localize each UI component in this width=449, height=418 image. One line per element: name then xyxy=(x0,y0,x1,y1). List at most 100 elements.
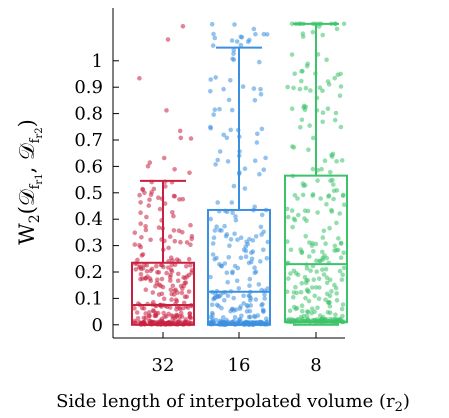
data-point xyxy=(169,291,174,297)
data-point xyxy=(293,271,299,276)
data-point xyxy=(306,298,312,304)
data-point xyxy=(231,295,236,301)
data-point xyxy=(179,290,185,296)
y-tick-label: 0.9 xyxy=(74,77,103,98)
data-point xyxy=(251,86,257,91)
data-point xyxy=(223,233,229,239)
data-point xyxy=(227,243,232,248)
data-point xyxy=(145,163,151,169)
data-point xyxy=(316,276,322,282)
data-point xyxy=(176,228,182,233)
data-point xyxy=(308,268,313,274)
data-point xyxy=(320,32,326,38)
data-point xyxy=(337,93,343,98)
data-point xyxy=(289,52,295,57)
data-point xyxy=(168,255,174,260)
data-point xyxy=(209,302,215,308)
data-point xyxy=(189,270,194,276)
data-point xyxy=(338,241,344,246)
y-tick-label: 0.7 xyxy=(74,130,103,151)
data-point xyxy=(337,211,343,216)
data-point xyxy=(331,196,336,202)
data-point xyxy=(335,72,341,78)
data-point xyxy=(212,228,218,233)
data-point xyxy=(310,29,316,35)
data-point xyxy=(252,158,258,163)
data-point xyxy=(186,256,192,262)
data-point xyxy=(332,248,337,253)
data-point xyxy=(313,241,319,247)
data-point xyxy=(298,124,303,130)
data-point xyxy=(141,315,147,321)
data-point xyxy=(323,297,328,303)
data-point xyxy=(187,311,193,317)
data-point xyxy=(314,258,319,264)
data-point xyxy=(288,247,294,253)
data-point xyxy=(144,214,149,220)
data-point xyxy=(336,236,341,241)
data-point xyxy=(208,216,213,222)
data-point xyxy=(247,308,253,314)
data-point xyxy=(159,276,165,282)
data-point xyxy=(211,235,217,240)
data-point xyxy=(186,289,192,294)
data-point xyxy=(329,209,335,214)
data-point xyxy=(261,167,267,172)
data-point xyxy=(251,26,257,32)
data-point xyxy=(145,274,150,279)
data-point xyxy=(225,159,231,164)
data-point xyxy=(221,132,226,138)
data-point xyxy=(226,254,231,260)
data-point xyxy=(291,295,296,300)
data-point xyxy=(217,318,223,324)
data-point xyxy=(258,259,263,264)
box-iqr xyxy=(131,261,195,326)
data-point xyxy=(326,300,332,305)
data-point xyxy=(254,131,260,137)
data-point xyxy=(168,272,173,278)
data-point xyxy=(320,267,325,272)
data-point xyxy=(248,314,253,320)
data-point xyxy=(225,293,231,299)
data-point xyxy=(303,295,308,301)
data-point xyxy=(334,298,340,303)
data-point xyxy=(208,319,214,325)
data-point xyxy=(257,171,262,177)
data-point xyxy=(168,287,174,293)
data-point xyxy=(252,265,257,271)
data-point xyxy=(341,250,347,255)
data-point xyxy=(167,234,173,239)
data-point xyxy=(222,261,228,266)
data-point xyxy=(338,84,344,89)
data-point xyxy=(222,297,227,303)
data-point xyxy=(146,318,152,323)
data-point xyxy=(338,124,344,130)
data-point xyxy=(290,224,295,230)
data-point xyxy=(333,285,339,291)
data-point xyxy=(322,253,327,258)
data-point xyxy=(148,237,153,243)
boxes-layer xyxy=(131,22,348,326)
y-tick-label: 0.4 xyxy=(74,209,103,230)
y-tick-label: 0.8 xyxy=(74,104,103,125)
x-axis-title: Side length of interpolated volume (r2) xyxy=(56,391,410,415)
data-point xyxy=(291,85,296,91)
data-point xyxy=(221,315,226,320)
data-point xyxy=(214,224,219,229)
data-point xyxy=(320,314,326,320)
data-point xyxy=(261,31,267,37)
data-point xyxy=(314,269,320,274)
data-point xyxy=(340,302,346,307)
data-point xyxy=(257,59,262,65)
data-point xyxy=(143,287,149,293)
data-point xyxy=(188,263,193,268)
data-point xyxy=(294,290,300,296)
data-point xyxy=(228,127,233,133)
y-tick-label: 0 xyxy=(92,315,103,336)
data-point xyxy=(182,275,188,281)
data-point xyxy=(301,183,306,188)
data-point xyxy=(228,308,233,314)
data-point xyxy=(232,22,237,27)
data-point xyxy=(135,257,140,263)
